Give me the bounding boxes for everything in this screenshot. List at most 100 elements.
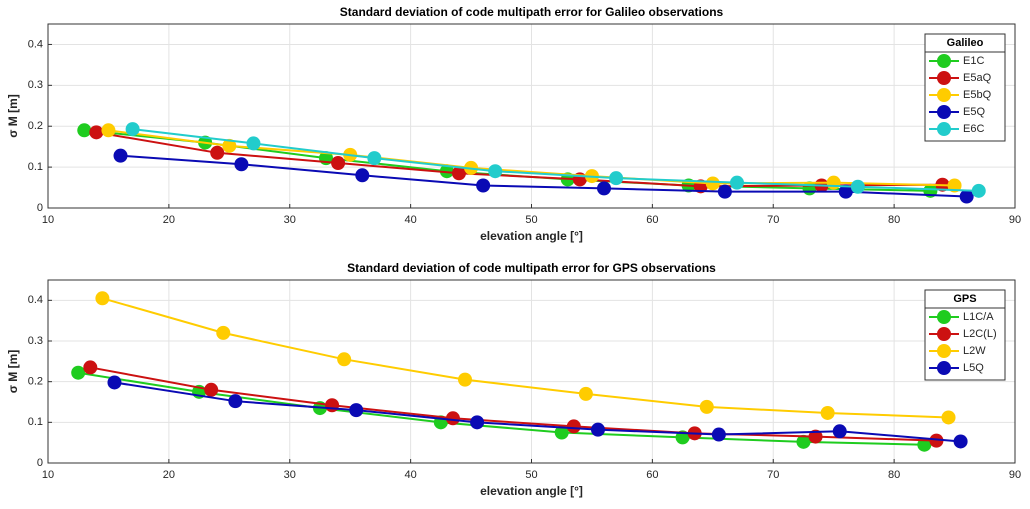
x-tick-label: 20 — [163, 469, 175, 481]
legend-swatch-marker — [937, 361, 951, 375]
data-point — [355, 168, 370, 183]
data-point — [850, 179, 865, 194]
chart-panel: 10 20 30 40 50 60 70 80 90 0 0.1 0.2 0.3 0.4 Standard … — [6, 5, 1021, 243]
data-point — [609, 171, 624, 186]
y-tick-label: 0.2 — [28, 120, 43, 132]
legend-label: L2W — [963, 345, 986, 357]
data-point — [337, 352, 352, 367]
data-point — [367, 151, 382, 166]
data-point — [71, 365, 86, 380]
data-point — [832, 424, 847, 439]
data-point — [796, 434, 811, 449]
series-line — [90, 366, 937, 442]
x-tick-label: 20 — [163, 214, 175, 226]
data-point — [204, 382, 219, 397]
data-point — [826, 175, 841, 190]
legend-label: E6C — [963, 123, 984, 135]
data-point — [929, 433, 944, 448]
legend-swatch-marker — [937, 88, 951, 102]
data-point — [445, 411, 460, 426]
x-tick-label: 90 — [1009, 469, 1021, 481]
data-point — [953, 434, 968, 449]
x-tick-label: 90 — [1009, 214, 1021, 226]
series-line — [78, 371, 925, 446]
data-point — [89, 125, 104, 140]
series-line — [102, 297, 949, 419]
y-tick-label: 0.3 — [28, 335, 43, 347]
y-tick-label: 0 — [37, 202, 43, 214]
data-point — [699, 399, 714, 414]
legend-title: Galileo — [947, 37, 984, 49]
chart-title: Standard deviation of code multipath err… — [340, 5, 724, 19]
y-axis-label: σ M [m] — [6, 94, 20, 138]
y-tick-label: 0.4 — [28, 38, 43, 50]
data-point — [597, 181, 612, 196]
data-point — [729, 175, 744, 190]
legend-label: E1C — [963, 55, 984, 67]
legend-label: E5bQ — [963, 89, 992, 101]
x-tick-label: 10 — [42, 469, 54, 481]
data-point — [578, 386, 593, 401]
x-tick-label: 40 — [405, 214, 417, 226]
data-point — [234, 157, 249, 172]
legend-label: L2C(L) — [963, 328, 997, 340]
legend-title: GPS — [953, 293, 976, 305]
x-axis-label: elevation angle [°] — [480, 229, 583, 243]
x-tick-label: 80 — [888, 214, 900, 226]
chart-title: Standard deviation of code multipath err… — [347, 261, 716, 275]
data-point — [566, 419, 581, 434]
axes-box — [47, 23, 1016, 209]
data-point — [331, 156, 346, 171]
data-point — [590, 422, 605, 437]
y-tick-label: 0.1 — [28, 416, 43, 428]
data-point — [711, 427, 726, 442]
data-point — [488, 164, 503, 179]
y-tick-label: 0.1 — [28, 161, 43, 173]
x-tick-label: 80 — [888, 469, 900, 481]
y-tick-label: 0.2 — [28, 376, 43, 388]
x-tick-label: 60 — [646, 214, 658, 226]
series-line — [114, 381, 961, 443]
axes-box — [47, 279, 1016, 464]
data-point — [458, 372, 473, 387]
data-point — [210, 145, 225, 160]
data-point — [83, 360, 98, 375]
data-point — [216, 325, 231, 340]
data-point — [451, 166, 466, 181]
x-tick-label: 60 — [646, 469, 658, 481]
data-point — [476, 178, 491, 193]
data-point — [554, 425, 569, 440]
data-point — [705, 176, 720, 191]
data-point — [959, 189, 974, 204]
series-line — [132, 128, 979, 192]
legend-swatch-marker — [937, 344, 951, 358]
legend-swatch-marker — [937, 71, 951, 85]
x-tick-label: 40 — [405, 469, 417, 481]
data-point — [125, 122, 140, 137]
x-tick-label: 30 — [284, 214, 296, 226]
data-point — [941, 410, 956, 425]
legend-swatch-marker — [937, 54, 951, 68]
data-point — [971, 183, 986, 198]
x-tick-label: 70 — [767, 214, 779, 226]
data-point — [101, 123, 116, 138]
series-line — [120, 154, 967, 198]
legend-swatch-marker — [937, 310, 951, 324]
data-point — [228, 394, 243, 409]
legend-label: L5Q — [963, 362, 984, 374]
data-point — [246, 136, 261, 151]
x-tick-label: 70 — [767, 469, 779, 481]
data-point — [820, 405, 835, 420]
y-tick-label: 0 — [37, 457, 43, 469]
legend-swatch-marker — [937, 122, 951, 136]
data-point — [349, 403, 364, 418]
y-tick-label: 0.4 — [28, 294, 43, 306]
y-tick-label: 0.3 — [28, 79, 43, 91]
data-point — [838, 184, 853, 199]
y-axis-label: σ M [m] — [6, 350, 20, 394]
legend-label: E5aQ — [963, 72, 992, 84]
x-tick-label: 10 — [42, 214, 54, 226]
legend-swatch-marker — [937, 327, 951, 341]
legend-label: E5Q — [963, 106, 985, 118]
